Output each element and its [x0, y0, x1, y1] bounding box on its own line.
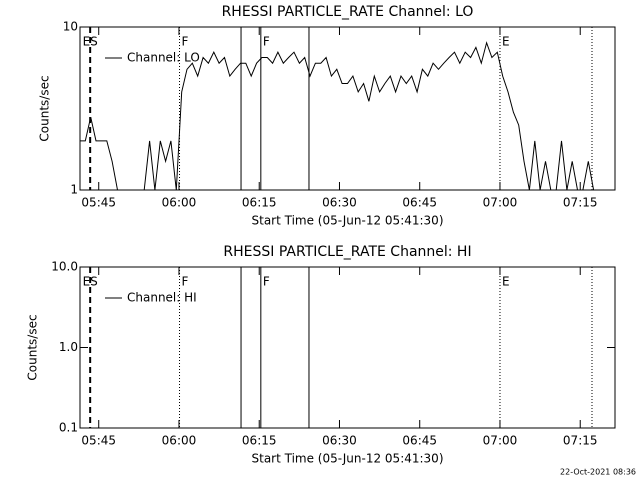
- x-tick-label: 06:00: [162, 196, 197, 210]
- event-label: E: [502, 275, 510, 289]
- y-tick-label: 0.1: [59, 421, 78, 435]
- event-label: F: [182, 35, 189, 49]
- y-axis-label: Counts/sec: [26, 314, 40, 380]
- y-axis-label: Counts/sec: [38, 75, 52, 141]
- x-tick-label: 06:00: [162, 434, 197, 448]
- x-tick-label: 06:15: [242, 196, 277, 210]
- event-label: F: [263, 35, 270, 49]
- x-tick-label: 07:00: [483, 434, 518, 448]
- legend-label: Channel: LO: [127, 51, 200, 65]
- chart-title: RHESSI PARTICLE_RATE Channel: HI: [223, 244, 471, 260]
- x-tick-label: 06:45: [402, 434, 437, 448]
- legend-label: Channel: HI: [127, 291, 197, 305]
- event-label: F: [182, 275, 189, 289]
- event-label: E: [502, 35, 510, 49]
- y-tick-label: 10: [63, 20, 78, 34]
- event-label: ES: [83, 35, 98, 49]
- x-tick-label: 07:15: [563, 434, 598, 448]
- x-tick-label: 05:45: [81, 434, 116, 448]
- event-label: ES: [83, 275, 98, 289]
- data-line: [80, 41, 610, 191]
- y-tick-label: 1.0: [59, 340, 78, 354]
- footer: 22-Oct-2021 08:36: [560, 468, 636, 477]
- x-tick-label: 06:15: [242, 434, 277, 448]
- y-tick-label: 10.0: [51, 260, 78, 274]
- x-axis-label: Start Time (05-Jun-12 05:41:30): [252, 452, 444, 466]
- x-tick-label: 06:30: [322, 196, 357, 210]
- y-tick-label: 1: [70, 183, 78, 197]
- event-label: F: [263, 275, 270, 289]
- x-tick-label: 07:15: [563, 196, 598, 210]
- x-tick-label: 05:45: [81, 196, 116, 210]
- chart-title: RHESSI PARTICLE_RATE Channel: LO: [222, 4, 474, 20]
- x-tick-label: 06:30: [322, 434, 357, 448]
- plot-frame: [79, 26, 616, 191]
- x-axis-label: Start Time (05-Jun-12 05:41:30): [252, 214, 444, 228]
- x-tick-label: 07:00: [483, 196, 518, 210]
- x-tick-label: 06:45: [402, 196, 437, 210]
